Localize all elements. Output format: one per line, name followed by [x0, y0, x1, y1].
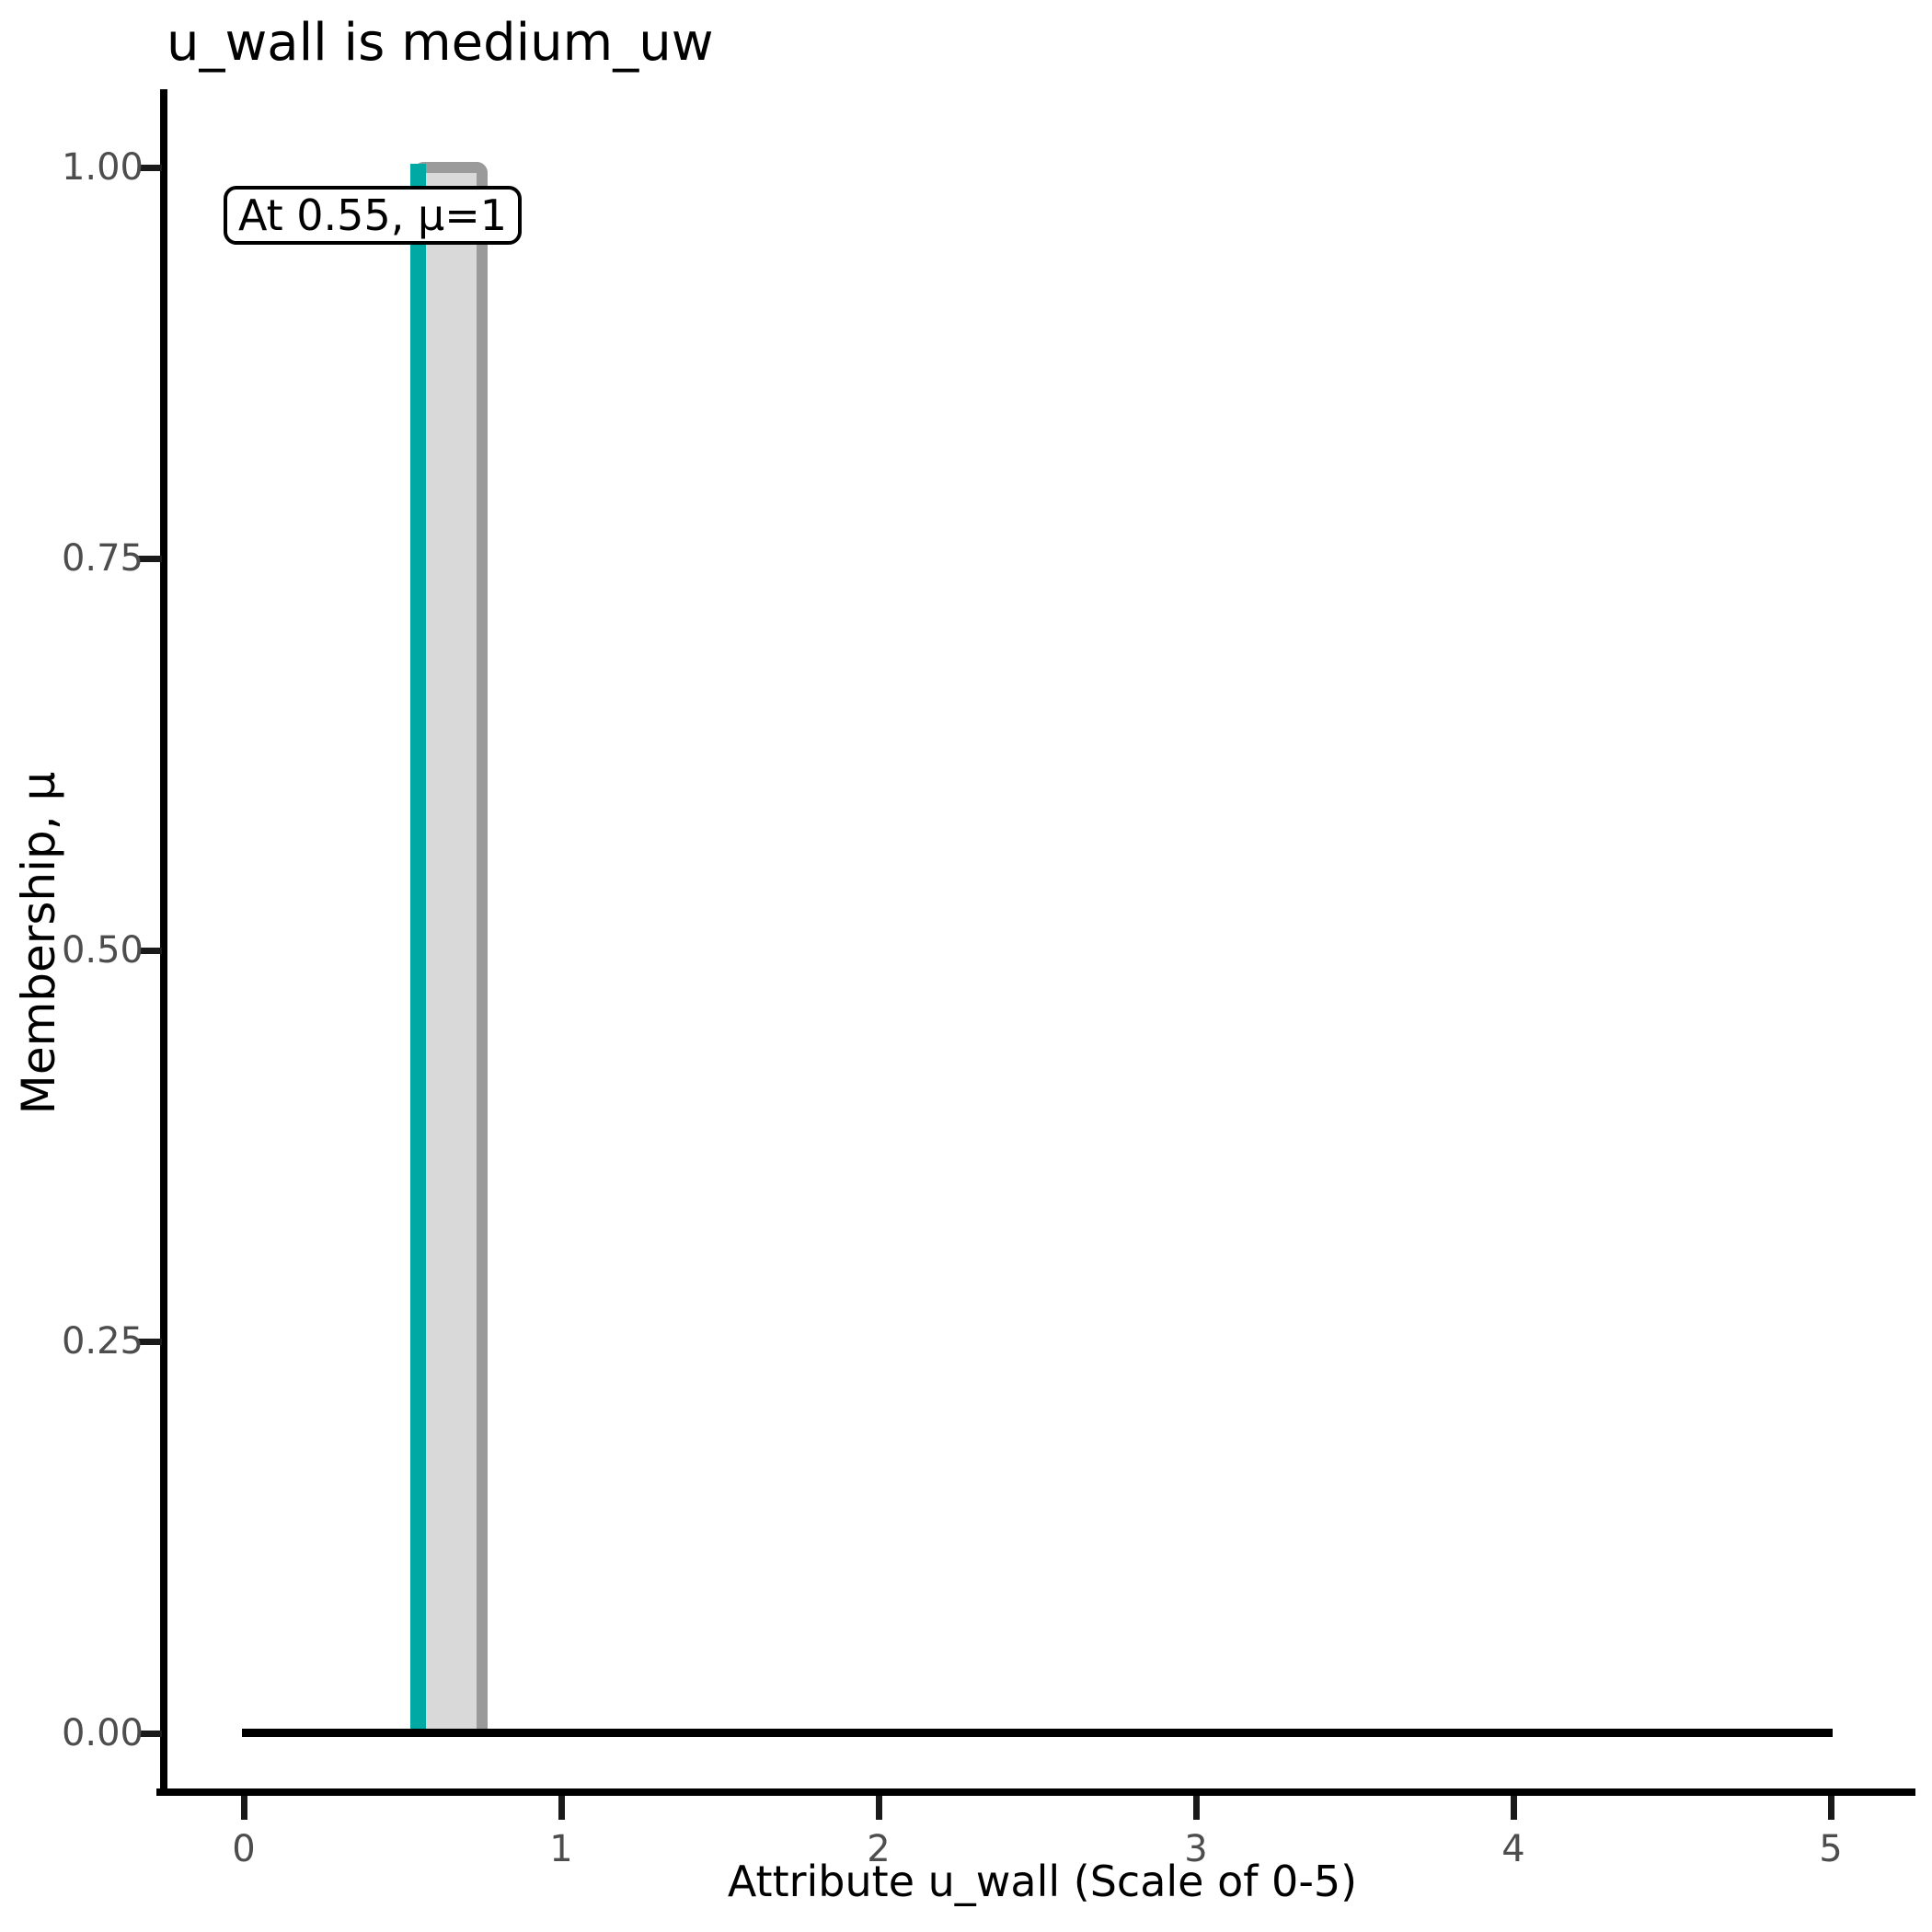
x-tick-mark	[1828, 1796, 1834, 1820]
y-tick-mark	[138, 1731, 162, 1737]
x-tick-label: 4	[1501, 1828, 1525, 1870]
x-axis-line	[156, 1788, 1915, 1796]
y-tick-label: 0.50	[61, 929, 144, 972]
y-tick-mark	[138, 948, 162, 954]
y-tick-label: 0.75	[61, 537, 144, 580]
x-tick-label: 0	[232, 1828, 256, 1870]
y-axis-line	[160, 89, 167, 1796]
x-tick-mark	[241, 1796, 247, 1820]
y-tick-label: 0.25	[61, 1320, 144, 1363]
x-tick-label: 1	[549, 1828, 573, 1870]
y-tick-label: 0.00	[61, 1712, 144, 1754]
x-tick-mark	[1193, 1796, 1200, 1820]
x-tick-mark	[1511, 1796, 1517, 1820]
annotation-box: At 0.55, μ=1	[224, 186, 522, 245]
x-tick-label: 5	[1819, 1828, 1843, 1870]
x-axis-title: Attribute u_wall (Scale of 0-5)	[727, 1857, 1358, 1906]
y-tick-mark	[138, 1339, 162, 1345]
x-tick-label: 3	[1184, 1828, 1208, 1870]
annotation-text: At 0.55, μ=1	[237, 190, 508, 240]
x-tick-mark	[558, 1796, 565, 1820]
y-tick-label: 1.00	[61, 146, 144, 189]
y-tick-mark	[138, 556, 162, 562]
membership-curve-baseline	[242, 1729, 1833, 1737]
chart-title: u_wall is medium_uw	[167, 13, 714, 73]
x-tick-mark	[876, 1796, 882, 1820]
y-tick-mark	[138, 165, 162, 171]
input-value-line	[410, 164, 426, 1733]
x-tick-label: 2	[867, 1828, 891, 1870]
